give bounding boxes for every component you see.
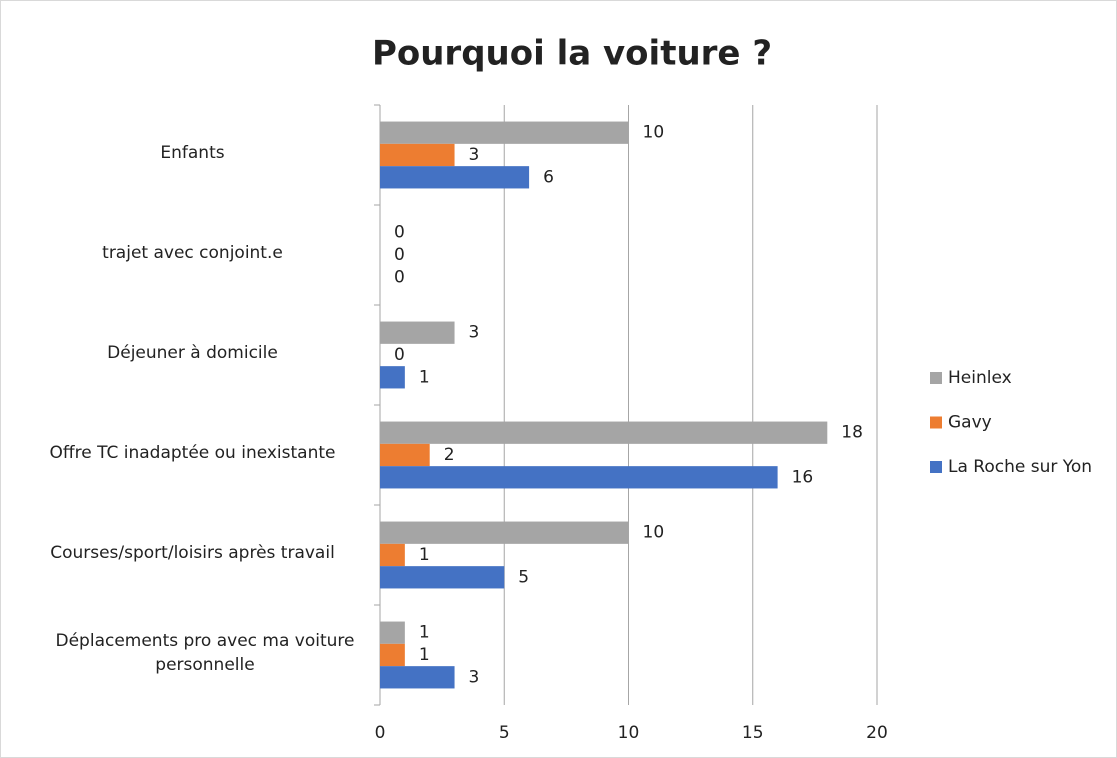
x-tick-label: 0	[375, 723, 386, 743]
legend-swatch	[930, 372, 942, 384]
chart-title: Pourquoi la voiture ?	[372, 34, 772, 74]
x-tick-label: 5	[499, 723, 510, 743]
y-tick-label: trajet avec conjoint.e	[102, 243, 283, 263]
data-label: 5	[518, 567, 529, 587]
bar	[380, 521, 629, 544]
bar	[380, 566, 505, 589]
bar	[380, 366, 405, 389]
bar	[380, 421, 828, 444]
x-tick-label: 15	[742, 723, 764, 743]
data-label: 0	[394, 245, 405, 265]
data-label: 0	[394, 267, 405, 287]
bar	[380, 621, 405, 644]
bar	[380, 143, 455, 167]
y-tick-label: Courses/sport/loisirs après travail	[50, 543, 335, 563]
data-label: 16	[792, 467, 814, 487]
x-tick-label: 10	[618, 723, 640, 743]
bar	[380, 666, 455, 689]
data-label: 10	[643, 123, 665, 143]
data-label: 1	[419, 545, 430, 565]
legend-swatch	[930, 416, 942, 429]
data-label: 18	[841, 423, 863, 443]
data-label: 2	[444, 445, 455, 465]
legend-swatch	[930, 461, 942, 473]
bar	[380, 643, 405, 667]
data-label: 10	[643, 523, 665, 543]
y-tick-label: Enfants	[160, 143, 225, 163]
x-tick-label: 20	[866, 723, 888, 743]
y-tick-label: Offre TC inadaptée ou inexistante	[49, 443, 336, 463]
data-label: 3	[469, 667, 480, 687]
legend-label: Gavy	[948, 413, 992, 433]
bar	[380, 466, 778, 489]
data-label: 1	[419, 367, 430, 387]
legend-label: Heinlex	[948, 368, 1012, 388]
y-tick-label: Déjeuner à domicile	[107, 343, 278, 363]
data-label: 1	[419, 645, 430, 665]
bar	[380, 321, 455, 344]
data-label: 0	[394, 223, 405, 243]
y-tick-label: Déplacements pro avec ma voiture personn…	[55, 631, 355, 675]
data-label: 3	[469, 145, 480, 165]
bar	[380, 443, 430, 467]
bar	[380, 166, 530, 189]
bar	[380, 121, 629, 144]
legend-label: La Roche sur Yon	[948, 457, 1092, 477]
data-label: 3	[469, 323, 480, 343]
data-label: 0	[394, 345, 405, 365]
bar	[380, 543, 405, 567]
data-label: 1	[419, 623, 430, 643]
data-label: 6	[543, 167, 554, 187]
